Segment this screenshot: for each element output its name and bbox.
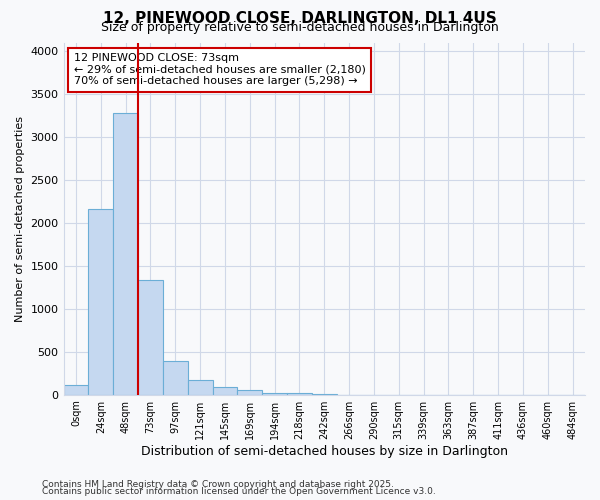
Bar <box>64 386 88 394</box>
Text: 12 PINEWOOD CLOSE: 73sqm
← 29% of semi-detached houses are smaller (2,180)
70% o: 12 PINEWOOD CLOSE: 73sqm ← 29% of semi-d… <box>74 53 366 86</box>
Bar <box>163 361 188 394</box>
Text: Size of property relative to semi-detached houses in Darlington: Size of property relative to semi-detach… <box>101 22 499 35</box>
Bar <box>188 380 212 394</box>
Bar <box>212 386 238 394</box>
Text: Contains HM Land Registry data © Crown copyright and database right 2025.: Contains HM Land Registry data © Crown c… <box>42 480 394 489</box>
X-axis label: Distribution of semi-detached houses by size in Darlington: Distribution of semi-detached houses by … <box>141 444 508 458</box>
Bar <box>113 113 138 394</box>
Bar <box>262 392 287 394</box>
Bar <box>138 280 163 394</box>
Y-axis label: Number of semi-detached properties: Number of semi-detached properties <box>15 116 25 322</box>
Bar <box>238 390 262 394</box>
Bar <box>88 209 113 394</box>
Text: 12, PINEWOOD CLOSE, DARLINGTON, DL1 4US: 12, PINEWOOD CLOSE, DARLINGTON, DL1 4US <box>103 11 497 26</box>
Text: Contains public sector information licensed under the Open Government Licence v3: Contains public sector information licen… <box>42 487 436 496</box>
